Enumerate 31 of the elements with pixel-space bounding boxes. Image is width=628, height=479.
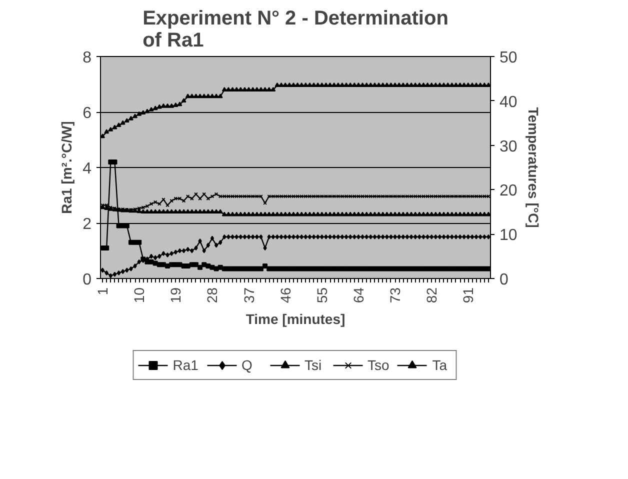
y2-axis-title: Temperatures [°C] xyxy=(525,107,542,228)
y2-tick-label: 10 xyxy=(500,227,518,244)
y2-tick-label: 20 xyxy=(500,182,518,200)
legend-label: Ra1 xyxy=(172,357,198,373)
x-tick-label: 73 xyxy=(387,287,404,304)
x-tick-label: 82 xyxy=(424,287,440,304)
x-tick-label: 28 xyxy=(204,287,220,304)
legend-label: Tso xyxy=(367,357,390,373)
y-tick-label: 4 xyxy=(82,160,92,178)
x-tick-label: 64 xyxy=(350,287,366,304)
x-tick-label: 37 xyxy=(240,287,257,304)
x-tick-label: 1 xyxy=(94,287,111,296)
legend-label: Ta xyxy=(432,357,448,373)
y2-tick-label: 40 xyxy=(500,94,518,111)
x-tick-label: 19 xyxy=(168,287,184,304)
y-tick-label: 0 xyxy=(82,272,92,288)
y2-tick-label: 50 xyxy=(500,50,518,66)
y2-tick-label: 0 xyxy=(500,272,508,288)
x-tick-label: 10 xyxy=(131,287,148,304)
y2-tick-label: 30 xyxy=(500,138,518,156)
x-tick-label: 91 xyxy=(460,287,476,304)
legend-label: Tsi xyxy=(304,357,323,373)
y-tick-label: 6 xyxy=(82,105,92,122)
legend-label: Q xyxy=(241,357,254,373)
y-tick-label: 2 xyxy=(82,216,92,233)
chart-title: Experiment N° 2 - Determination of Ra1 xyxy=(142,8,448,52)
x-tick-label: 46 xyxy=(277,287,294,304)
y-tick-label: 8 xyxy=(82,50,92,66)
x-tick-label: 55 xyxy=(314,287,330,304)
y-axis-title: Ra1 [m².°C/W] xyxy=(58,121,75,214)
x-axis-title: Time [minutes] xyxy=(246,311,346,328)
